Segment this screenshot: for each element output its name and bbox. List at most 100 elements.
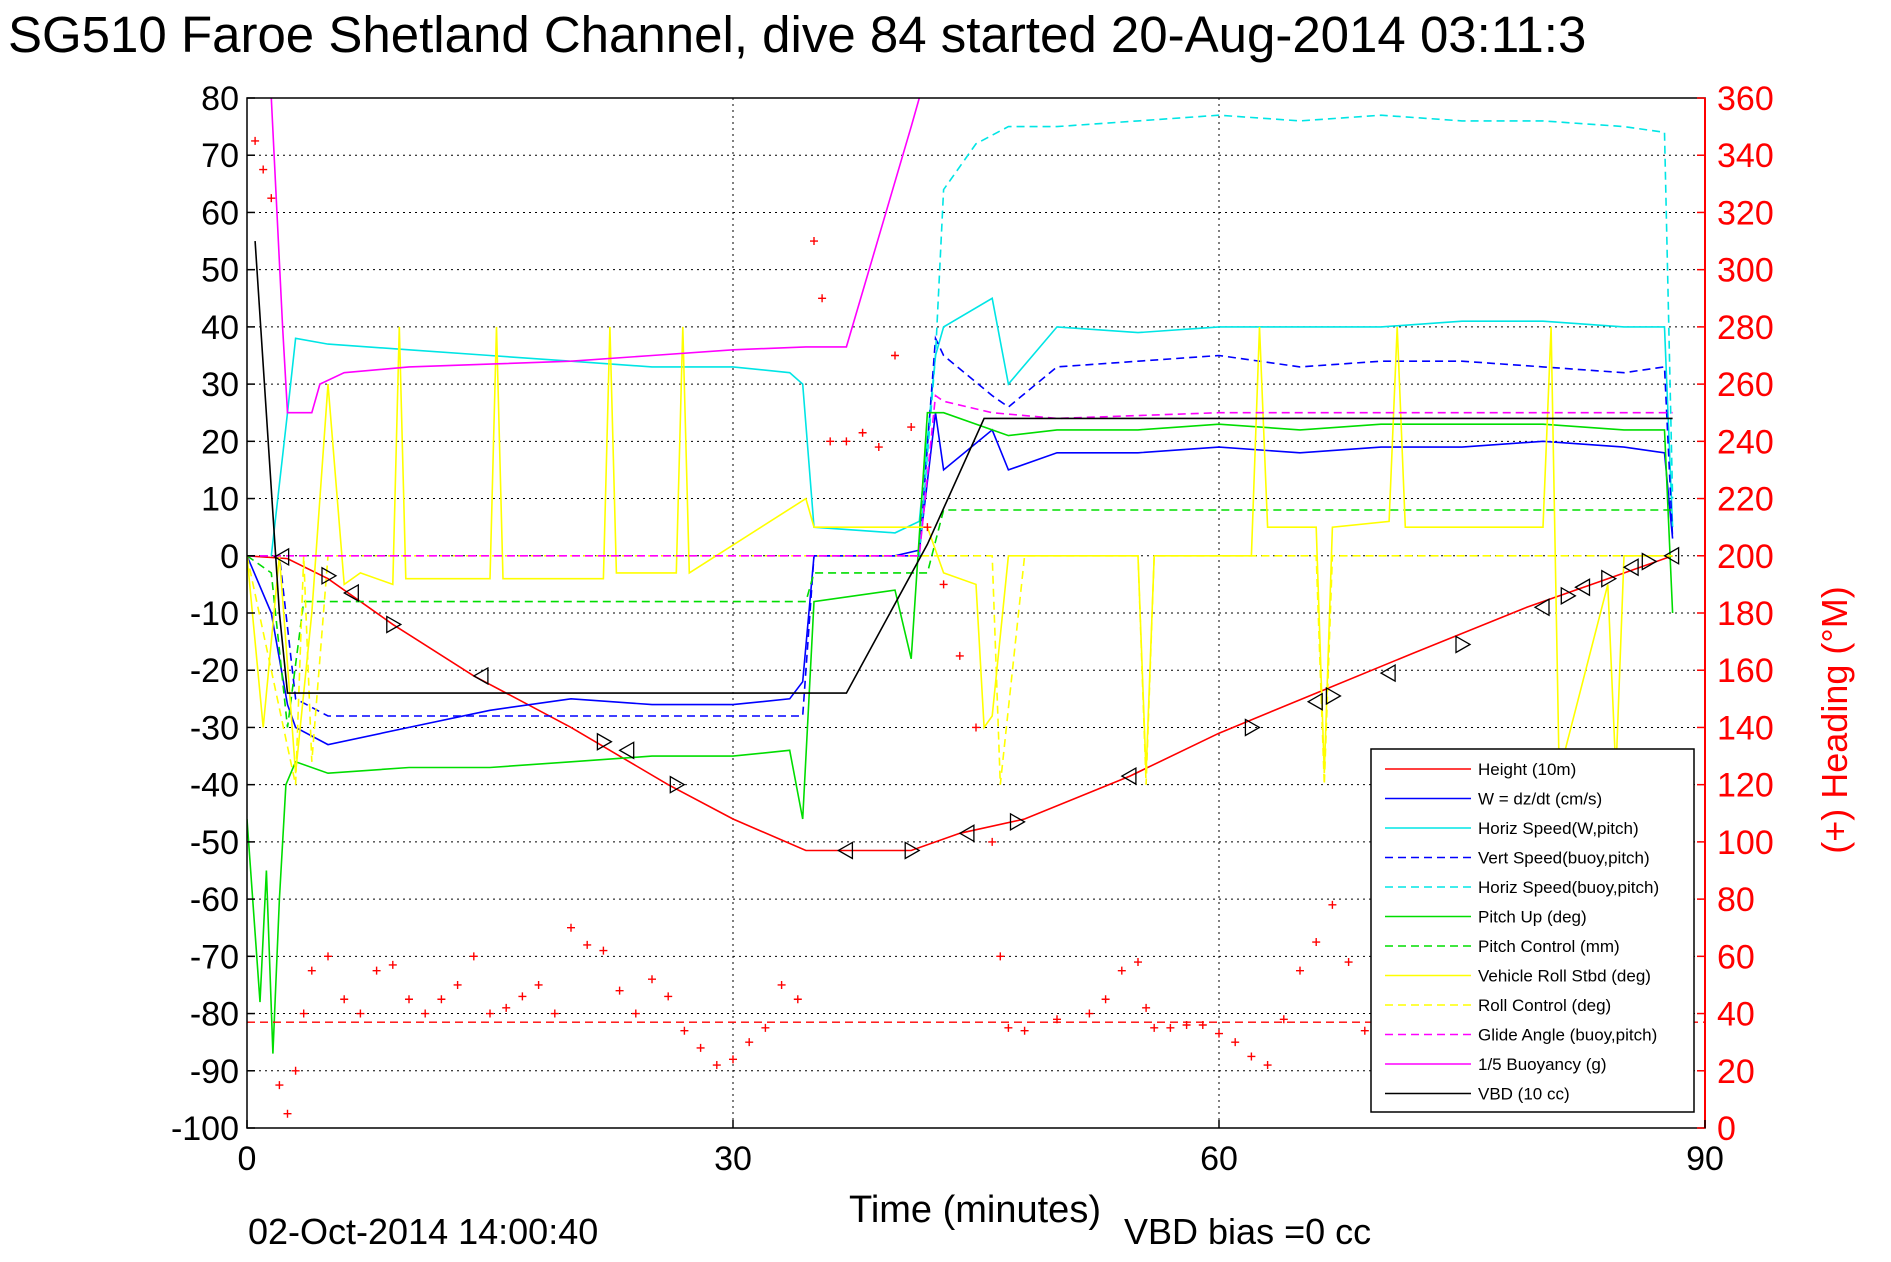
legend-label-height: Height (10m) [1478,760,1576,779]
heading-point [1198,1021,1207,1029]
left-axis: 80 70 60 50 40 30 20 10 0 -10 -20 -30 -40 -50 -60 -70 -8… [171,80,255,1148]
heading-point [1020,1026,1029,1035]
y-left-tick-label: -10 [190,595,239,633]
direction-marker [321,566,338,585]
y-left-tick-label: 50 [201,252,239,290]
series-line-roll [247,326,1673,774]
heading-point [923,523,932,532]
series-layer [247,98,1674,1054]
heading-point [907,423,916,432]
legend: Height (10m) W = dz/dt (cm/s) Horiz Speed(… [1370,748,1695,1113]
series-line-horiz_buoy [918,114,1674,556]
y-right-tick-label: 20 [1717,1053,1755,1091]
direction-marker [1379,663,1396,683]
heading-point [502,1003,511,1012]
heading-point [858,428,867,437]
direction-marker [1663,546,1680,565]
direction-marker [1574,578,1591,597]
heading-point [405,995,413,1004]
x-axis-label: Time (minutes) [849,1189,1101,1231]
direction-marker [1560,586,1577,605]
y-right-tick-label: 320 [1717,194,1774,232]
heading-point [1166,1023,1175,1032]
y-right-tick-label: 80 [1717,881,1755,919]
y-right-tick-label: 160 [1717,652,1774,690]
x-tick-label: 60 [1200,1140,1238,1178]
heading-point [826,437,835,446]
heading-point [680,1026,689,1035]
legend-label-horiz_buoy: Horiz Speed(buoy,pitch) [1478,878,1659,897]
heading-point [729,1055,737,1064]
y-left-tick-label: -70 [190,938,239,976]
heading-point [1231,1038,1240,1047]
heading-point [939,580,948,589]
direction-marker [618,741,635,760]
direction-marker [1622,558,1639,577]
direction-marker [273,547,290,567]
heading-point [567,923,575,932]
heading-point [1117,966,1126,975]
x-tick-label: 90 [1686,1140,1724,1178]
heading-point [972,723,980,732]
heading-point [1134,958,1142,967]
right-axis-label: (+) Heading (°M) [1814,586,1855,853]
y-left-tick-label: -50 [190,824,239,862]
direction-marker [904,841,921,860]
y-left-tick-label: -80 [190,996,239,1034]
heading-point [810,237,818,246]
heading-point [583,940,592,949]
y-right-tick-label: 300 [1717,252,1774,290]
heading-point [1247,1052,1256,1061]
y-left-tick-label: 40 [201,309,239,347]
y-right-tick-label: 220 [1717,481,1774,519]
direction-marker [1244,718,1261,737]
y-left-tick-label: 60 [201,194,239,232]
legend-label-vert_buoy: Vert Speed(buoy,pitch) [1478,849,1650,868]
series-line-glide [247,394,1673,557]
heading-point [842,437,851,446]
series-line-vbd [254,241,1673,694]
direction-markers [273,546,1680,860]
heading-point [437,995,446,1004]
direction-marker [958,824,975,843]
heading-point [1360,1026,1369,1035]
legend-label-roll_control: Roll Control (deg) [1478,996,1611,1015]
x-tick-label: 30 [714,1140,752,1178]
y-left-tick-label: -60 [190,881,239,919]
heading-point [291,1066,300,1075]
y-left-tick-label: 80 [201,80,239,118]
heading-point [1053,1015,1061,1024]
y-right-tick-label: 40 [1717,996,1755,1034]
heading-point [1279,1015,1288,1024]
y-left-tick-label: 0 [220,538,239,576]
y-left-tick-label: 70 [201,137,239,175]
heading-point [664,992,673,1001]
heading-point [550,1009,559,1018]
heading-point [615,986,624,995]
y-left-tick-label: -90 [190,1053,239,1091]
series-line-pitch_control [247,509,1673,728]
y-right-tick-label: 360 [1717,80,1774,118]
y-left-tick-label: 30 [201,366,239,404]
heading-point [356,1009,365,1018]
heading-point [1101,995,1110,1004]
grid-lines [247,98,1705,1128]
heading-point [388,960,397,969]
direction-marker [1120,766,1137,786]
y-right-tick-label: 340 [1717,137,1774,175]
y-left-tick-label: -40 [190,767,239,805]
heading-point [1263,1061,1272,1070]
y-right-tick-label: 200 [1717,538,1774,576]
heading-point [1150,1023,1159,1032]
heading-point [1142,1003,1151,1012]
heading-point [1328,900,1337,909]
heading-point [996,952,1005,961]
heading-point [283,1109,292,1118]
y-left-tick-label: -100 [171,1110,239,1148]
legend-label-buoyancy: 1/5 Buoyancy (g) [1478,1055,1607,1074]
heading-point [486,1009,494,1018]
legend-box [1370,748,1695,1113]
footer-date: 02-Oct-2014 14:00:40 [248,1211,598,1252]
heading-point [1004,1023,1013,1032]
